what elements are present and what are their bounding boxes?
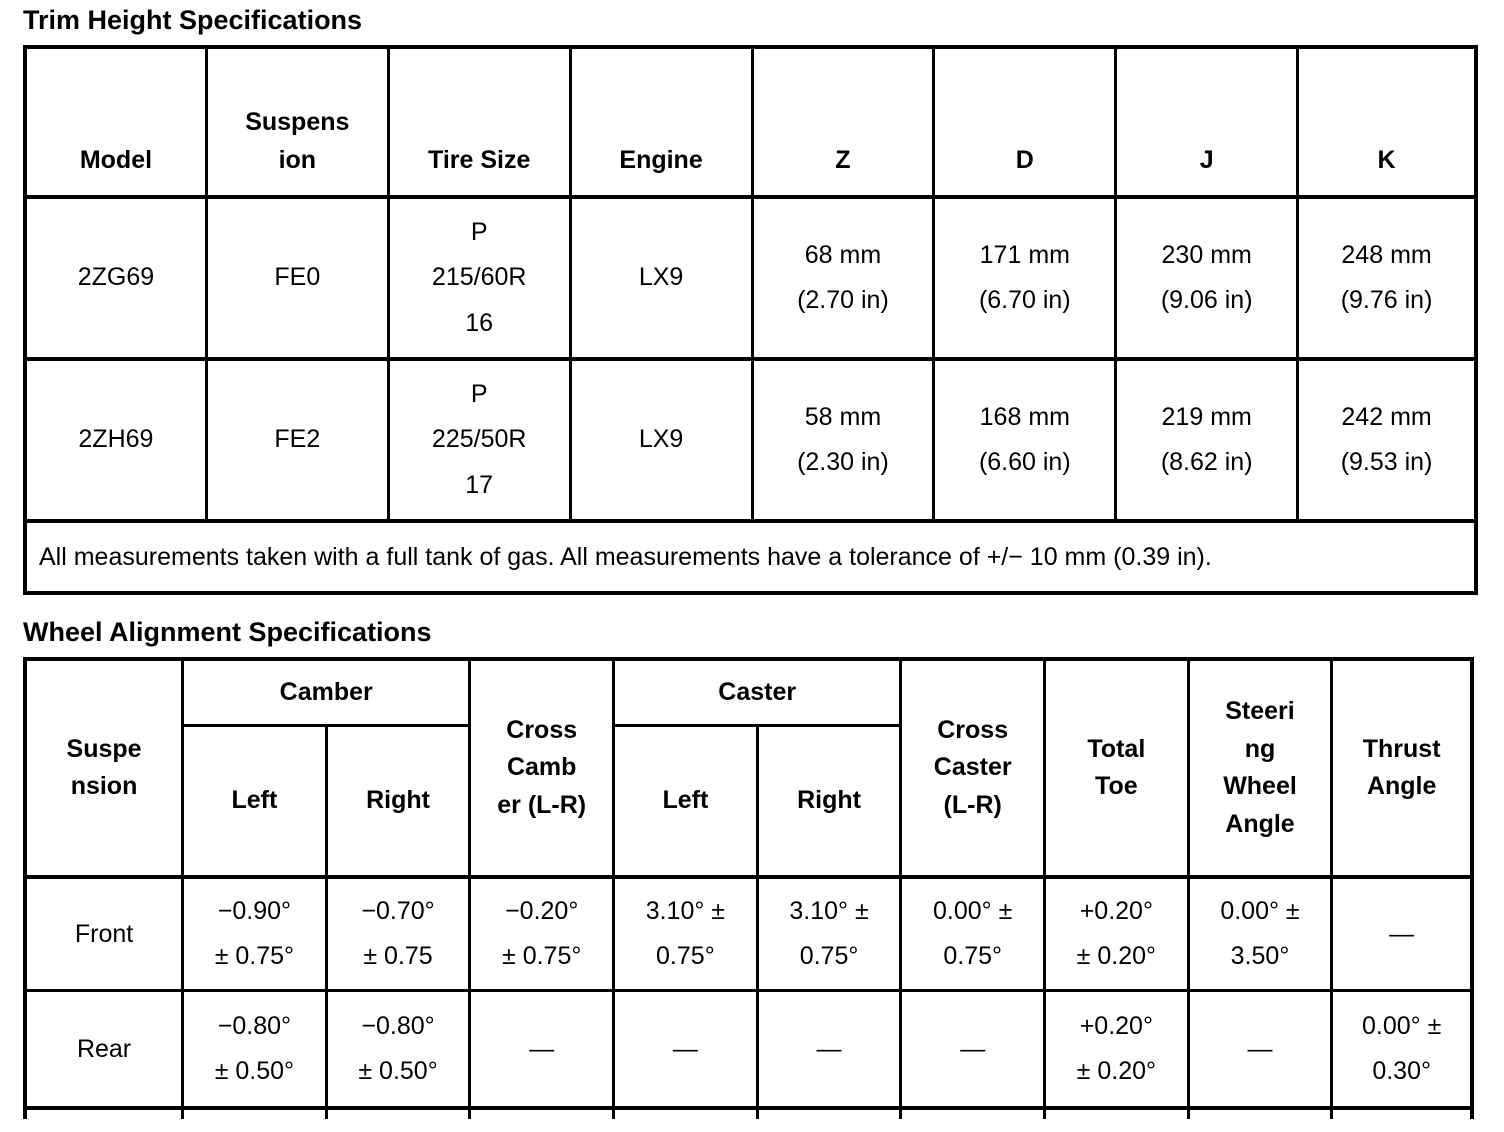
cropped-cell [1043,1106,1187,1119]
trim-data-row: 2ZH69 FE2 P 225/50R 17 LX9 58 mm (2.30 i… [23,357,1478,519]
trim-cell-j: 230 mm (9.06 in) [1114,195,1297,357]
alignment-rear-row: Rear −0.80° ± 0.50° −0.80° ± 0.50° — — —… [23,989,1474,1106]
alignment-cell-total-toe: +0.20° ± 0.20° [1043,989,1187,1106]
trim-cell-suspension: FE2 [204,357,387,519]
trim-header-tire-size: Tire Size [386,45,569,195]
alignment-cell-total-toe: +0.20° ± 0.20° [1043,875,1187,989]
trim-header-model: Model [23,45,205,195]
trim-cell-suspension: FE0 [204,195,387,357]
cropped-cell [755,1106,900,1119]
alignment-header-caster-left: Left [612,724,756,875]
alignment-header-camber: Camber [181,657,469,724]
cropped-cell [612,1106,756,1119]
wheel-alignment-table: Suspe nsion Camber Cross Camb er (L-R) C… [23,657,1474,1119]
alignment-header-thrust-angle: Thrust Angle [1330,657,1474,875]
cropped-cell [1330,1106,1474,1119]
trim-cell-z: 58 mm (2.30 in) [750,357,933,519]
alignment-header-caster-right: Right [755,724,900,875]
alignment-cell-caster-left: 3.10° ± 0.75° [612,875,756,989]
alignment-cell-thrust-angle: 0.00° ± 0.30° [1330,989,1474,1106]
alignment-cell-label: Rear [23,989,182,1106]
alignment-cell-cross-camber: −0.20° ± 0.75° [468,875,613,989]
trim-header-d: D [932,45,1115,195]
alignment-cell-label: Front [23,875,182,989]
alignment-cell-steering-wheel-angle: — [1186,989,1331,1106]
cropped-cell [23,1106,182,1119]
trim-cell-engine: LX9 [568,195,751,357]
trim-cell-k: 242 mm (9.53 in) [1296,357,1478,519]
trim-cell-d: 171 mm (6.70 in) [932,195,1115,357]
trim-note: All measurements taken with a full tank … [23,519,1478,595]
alignment-cell-caster-left: — [612,989,756,1106]
alignment-front-row: Front −0.90° ± 0.75° −0.70° ± 0.75 −0.20… [23,875,1474,989]
alignment-cell-cross-caster: — [899,989,1044,1106]
alignment-sub-header-row: Left Right Left Right [23,724,1474,875]
alignment-cell-thrust-angle: — [1330,875,1474,989]
alignment-cropped-row [23,1106,1474,1119]
cropped-cell [181,1106,325,1119]
alignment-header-steering-wheel-angle: Steeri ng Wheel Angle [1186,657,1331,875]
cropped-cell [899,1106,1044,1119]
trim-cell-tire-size: P 225/50R 17 [386,357,569,519]
alignment-header-total-toe: Total Toe [1043,657,1187,875]
wheel-alignment-title: Wheel Alignment Specifications [23,617,432,647]
trim-cell-model: 2ZG69 [23,195,205,357]
trim-cell-model: 2ZH69 [23,357,205,519]
alignment-cell-camber-right: −0.70° ± 0.75 [324,875,469,989]
cropped-cell [468,1106,613,1119]
alignment-cell-caster-right: 3.10° ± 0.75° [755,875,900,989]
alignment-cell-steering-wheel-angle: 0.00° ± 3.50° [1186,875,1331,989]
trim-cell-k: 248 mm (9.76 in) [1296,195,1478,357]
alignment-header-cross-caster: Cross Caster (L-R) [899,657,1044,875]
alignment-header-camber-right: Right [324,724,469,875]
trim-height-table: Model Suspens ion Tire Size Engine Z D J… [23,45,1478,595]
trim-note-row: All measurements taken with a full tank … [23,519,1478,595]
trim-header-k: K [1296,45,1478,195]
alignment-cell-caster-right: — [755,989,900,1106]
trim-data-row: 2ZG69 FE0 P 215/60R 16 LX9 68 mm (2.70 i… [23,195,1478,357]
trim-height-title: Trim Height Specifications [23,5,363,35]
trim-header-suspension: Suspens ion [204,45,387,195]
trim-cell-tire-size: P 215/60R 16 [386,195,569,357]
trim-header-j: J [1114,45,1297,195]
alignment-cell-camber-left: −0.80° ± 0.50° [181,989,325,1106]
alignment-cell-camber-right: −0.80° ± 0.50° [324,989,469,1106]
alignment-cell-cross-caster: 0.00° ± 0.75° [899,875,1044,989]
alignment-group-header-row: Suspe nsion Camber Cross Camb er (L-R) C… [23,657,1474,875]
alignment-header-camber-left: Left [181,724,325,875]
trim-header-z: Z [750,45,933,195]
trim-cell-d: 168 mm (6.60 in) [932,357,1115,519]
trim-header-row: Model Suspens ion Tire Size Engine Z D J… [23,45,1478,195]
cropped-cell [324,1106,469,1119]
trim-cell-z: 68 mm (2.70 in) [750,195,933,357]
alignment-cell-camber-left: −0.90° ± 0.75° [181,875,325,989]
trim-cell-engine: LX9 [568,357,751,519]
alignment-header-cross-camber: Cross Camb er (L-R) [468,657,613,875]
cropped-cell [1186,1106,1331,1119]
alignment-header-suspension: Suspe nsion [23,657,182,875]
trim-header-engine: Engine [568,45,751,195]
alignment-cell-cross-camber: — [468,989,613,1106]
trim-cell-j: 219 mm (8.62 in) [1114,357,1297,519]
alignment-header-caster: Caster [612,657,900,724]
